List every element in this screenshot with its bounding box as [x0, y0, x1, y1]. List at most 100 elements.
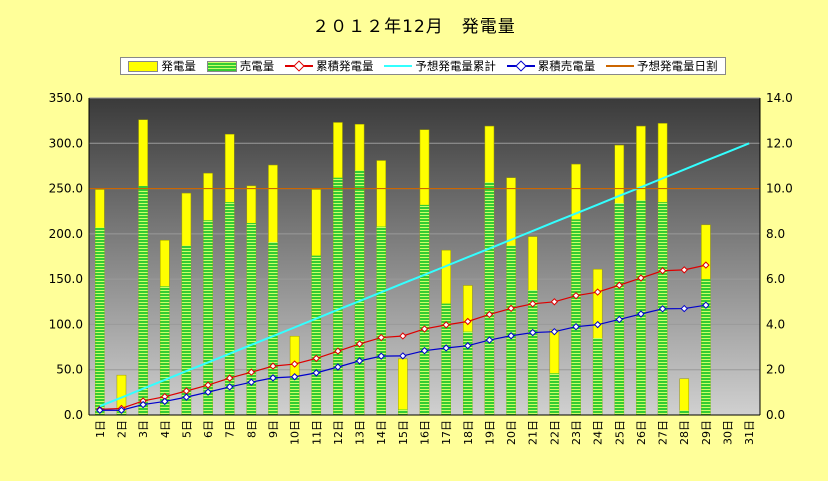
legend-item: 予想発電量日割: [606, 58, 718, 74]
x-tick-label: 20日: [505, 420, 518, 445]
series-marker: [442, 321, 450, 329]
legend-item: 累積売電量: [506, 58, 596, 74]
bar-sold: [290, 376, 300, 415]
series-marker: [615, 315, 624, 324]
legend-label: 売電量: [239, 59, 275, 73]
x-tick-label: 26日: [635, 420, 648, 445]
bar-sold: [419, 204, 430, 415]
series-marker: [269, 374, 277, 382]
x-tick-label: 14日: [375, 420, 388, 445]
bar-generation: [679, 378, 690, 416]
x-tick-label: 5日: [180, 420, 193, 438]
chart-title: ２０１２年12月 発電量: [312, 17, 516, 37]
series-marker: [507, 332, 515, 340]
y-right-tick-label: 2.0: [766, 363, 785, 377]
x-tick-label: 18日: [462, 420, 475, 445]
legend-item: 売電量: [206, 58, 275, 74]
series-marker: [420, 325, 429, 333]
series-marker: [399, 332, 407, 340]
x-tick-label: 8日: [245, 420, 258, 438]
series-marker: [485, 310, 494, 319]
series-marker: [96, 406, 104, 414]
legend-label: 累積売電量: [537, 59, 596, 73]
bar-sold: [614, 203, 624, 415]
series-marker: [355, 357, 364, 365]
bar-sold: [246, 222, 256, 415]
series-marker: [529, 300, 537, 308]
series-marker: [290, 373, 299, 381]
bar-sold: [333, 177, 343, 415]
series-marker: [658, 267, 667, 275]
series-marker: [269, 362, 277, 370]
x-tick-label: 9日: [267, 420, 280, 438]
x-tick-label: 30日: [722, 420, 735, 445]
series-marker: [247, 368, 256, 376]
series-marker: [225, 374, 234, 382]
series-marker: [658, 305, 667, 313]
x-tick-label: 23日: [570, 420, 583, 445]
series-marker: [572, 322, 580, 331]
bar-sold: [571, 219, 581, 415]
bar-sold: [593, 338, 603, 415]
series-marker: [550, 327, 559, 336]
series-marker: [615, 281, 624, 289]
series-marker: [702, 261, 710, 269]
series-marker: [290, 360, 299, 368]
series-marker: [464, 342, 472, 350]
bar-sold: [398, 409, 408, 415]
series-marker: [572, 291, 580, 300]
bar-sold: [203, 220, 213, 415]
y-left-tick-label: 50.0: [56, 363, 83, 377]
series-line: [99, 142, 750, 408]
series-marker: [117, 406, 126, 414]
series-marker: [637, 274, 645, 282]
x-tick-label: 21日: [527, 420, 540, 445]
series-marker: [442, 344, 450, 352]
x-tick-label: 4日: [159, 420, 172, 438]
x-tick-label: 7日: [224, 420, 237, 438]
series-marker: [593, 288, 602, 296]
y-right-tick-label: 14.0: [766, 91, 793, 105]
series-marker: [139, 400, 147, 409]
x-tick-label: 25日: [613, 420, 626, 445]
y-right-tick-label: 4.0: [766, 317, 785, 331]
bar-sold: [636, 200, 646, 415]
bar-sold: [701, 279, 711, 415]
series-marker: [399, 352, 407, 360]
series-marker: [680, 266, 688, 274]
bar-sold: [528, 290, 538, 415]
legend-swatch: [285, 60, 314, 72]
bar-sold: [268, 242, 278, 415]
series-marker: [702, 301, 710, 309]
legend-label: 予想発電量累計: [415, 59, 496, 73]
legend-item: 予想発電量累計: [384, 58, 496, 74]
series-marker: [182, 393, 191, 401]
x-tick-label: 15日: [397, 420, 410, 445]
series-marker: [464, 317, 472, 326]
legend-label: 発電量: [161, 59, 196, 73]
x-tick-label: 6日: [202, 420, 215, 438]
series-marker: [161, 397, 169, 406]
legend-swatch: [384, 65, 413, 67]
series-marker: [247, 378, 256, 386]
bar-sold: [225, 202, 235, 415]
y-left-tick-label: 250.0: [49, 182, 83, 196]
bar-generation: [398, 358, 408, 416]
series-marker: [312, 369, 320, 377]
bar-sold: [441, 303, 451, 415]
bar-sold: [311, 255, 321, 415]
series-marker: [334, 347, 342, 355]
legend-swatch: [206, 60, 237, 72]
bar-sold: [95, 227, 105, 415]
x-tick-label: 17日: [440, 420, 453, 445]
series-marker: [334, 363, 342, 371]
series-marker: [485, 336, 494, 344]
series-marker: [637, 310, 645, 318]
x-tick-label: 31日: [743, 420, 756, 445]
y-right-tick-label: 10.0: [766, 182, 793, 196]
bar-sold: [376, 226, 386, 415]
bar-sold: [484, 182, 494, 415]
x-tick-label: 19日: [483, 420, 496, 445]
x-tick-label: 16日: [419, 420, 432, 445]
